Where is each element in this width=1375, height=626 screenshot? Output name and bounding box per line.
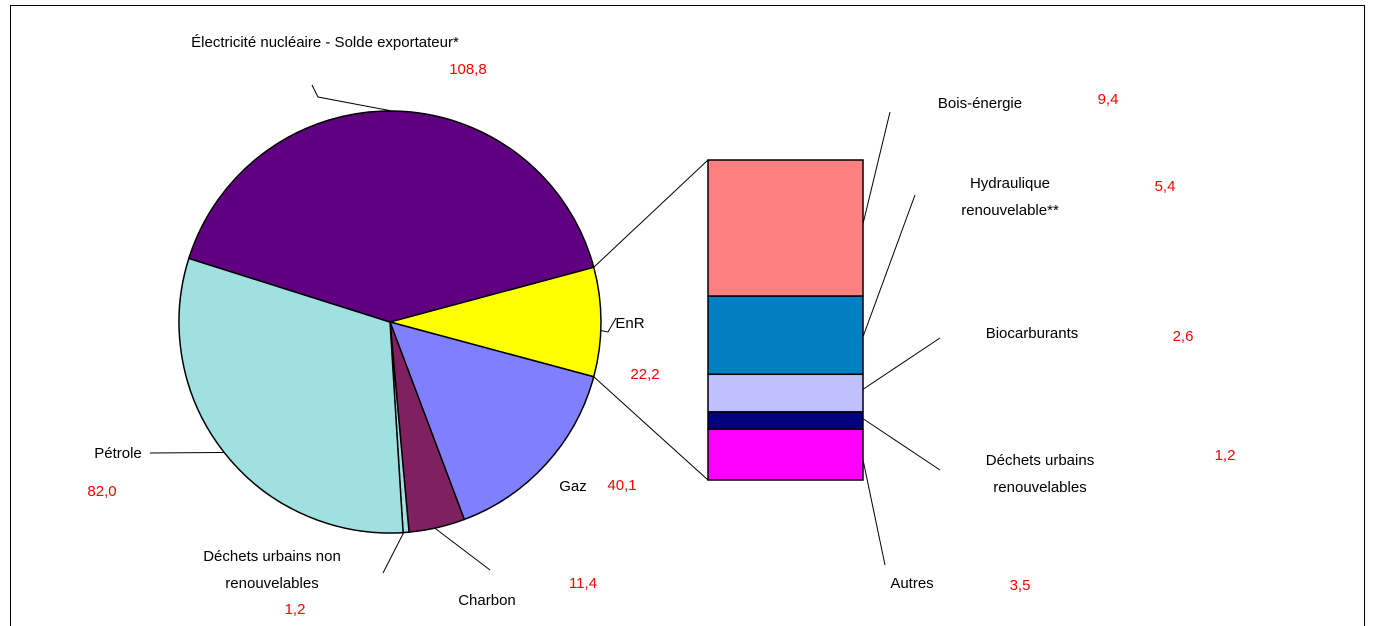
pie-slice: [187, 110, 595, 323]
bar-label: Hydraulique renouvelable**: [961, 175, 1059, 219]
connector-line: [593, 159, 709, 268]
bar-segment: [707, 428, 864, 481]
pie-label: Gaz: [559, 478, 587, 495]
bar-label: Biocarburants: [985, 325, 1079, 342]
value-label: 9,4: [1097, 91, 1119, 108]
pie-label: Déchets urbains non renouvelables: [203, 548, 341, 592]
leader-line: [431, 525, 491, 571]
value-label: 3,5: [1009, 577, 1031, 594]
bar-label: Déchets urbains renouvelables: [985, 452, 1095, 496]
pie-label: Charbon: [458, 592, 516, 609]
connector-line: [593, 376, 709, 481]
pie-slice: [178, 257, 404, 534]
frame: [10, 5, 1365, 626]
bar-segment: [707, 295, 864, 376]
pie-label: Électricité nucléaire - Solde exportateu…: [191, 34, 459, 51]
leader-lines: [149, 84, 941, 574]
pie-label: EnR: [615, 315, 645, 332]
value-label: 11,4: [568, 575, 598, 592]
bar-label: Autres: [890, 575, 934, 592]
leader-line: [861, 111, 891, 229]
value-label: 2,6: [1172, 328, 1194, 345]
bar-label: Bois-énergie: [937, 95, 1023, 112]
leader-line: [861, 417, 941, 471]
value-label: 40,1: [607, 477, 637, 494]
value-label: 5,4: [1154, 178, 1176, 195]
leader-line: [311, 84, 393, 112]
leader-line: [859, 194, 916, 346]
pie-slice: [388, 320, 595, 521]
bar-segment: [707, 411, 864, 431]
value-label: 108,8: [449, 61, 487, 78]
pie-label: Pétrole: [94, 445, 142, 462]
value-label: 22,2: [630, 366, 660, 383]
value-label: 1,2: [1214, 447, 1236, 464]
leader-line: [382, 529, 406, 574]
bar-segment: [707, 159, 864, 297]
value-label: 1,2: [284, 601, 306, 618]
leader-line: [861, 337, 941, 391]
pie-slice: [387, 266, 602, 378]
value-label: 82,0: [87, 483, 117, 500]
leader-line: [861, 454, 886, 566]
bar-segment: [707, 373, 864, 413]
